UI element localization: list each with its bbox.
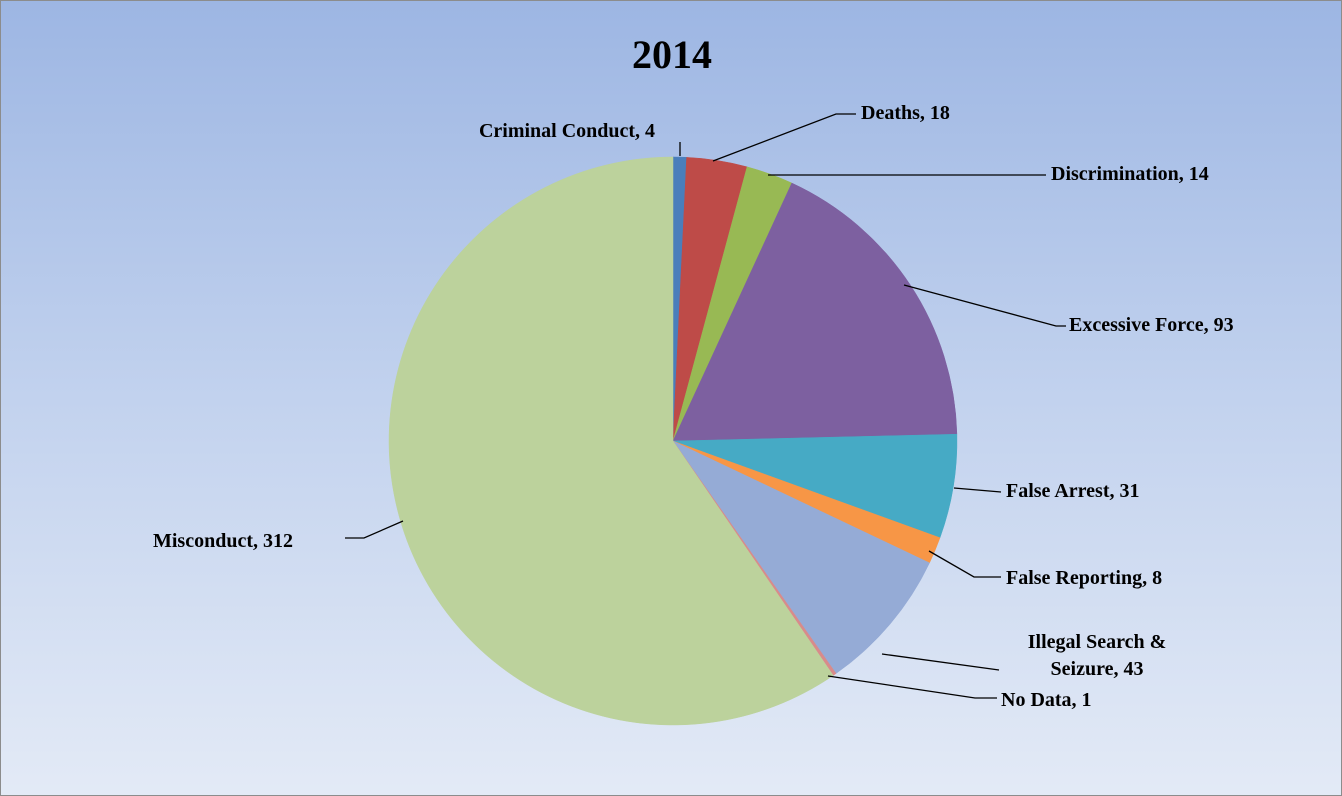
leader-line-false-arrest bbox=[953, 487, 1002, 493]
leader-line-excessive-force bbox=[903, 284, 1066, 327]
leader-line-no-data bbox=[827, 675, 997, 699]
data-label-criminal-conduct: Criminal Conduct, 4 bbox=[479, 120, 655, 142]
data-label-line: Criminal Conduct, 4 bbox=[479, 120, 655, 142]
data-label-line: False Arrest, 31 bbox=[1006, 480, 1140, 502]
leader-line-false-reporting bbox=[928, 550, 1001, 578]
data-label-line: False Reporting, 8 bbox=[1006, 567, 1162, 589]
pie-slice-illegal-search-and-seizure bbox=[672, 440, 930, 674]
data-label-line: No Data, 1 bbox=[1001, 689, 1092, 711]
data-label-discrimination: Discrimination, 14 bbox=[1051, 163, 1209, 185]
pie-slice-misconduct bbox=[388, 156, 834, 726]
data-label-false-arrest: False Arrest, 31 bbox=[1006, 480, 1140, 502]
data-label-no-data: No Data, 1 bbox=[1001, 689, 1092, 711]
data-label-line: Seizure, 43 bbox=[1051, 658, 1144, 680]
data-label-false-reporting: False Reporting, 8 bbox=[1006, 567, 1162, 589]
data-label-excessive-force: Excessive Force, 93 bbox=[1069, 314, 1234, 336]
data-label-deaths: Deaths, 18 bbox=[861, 102, 950, 124]
data-labels: Criminal Conduct, 4 Deaths, 18 Discriminat… bbox=[153, 102, 1234, 711]
data-label-line: Discrimination, 14 bbox=[1051, 163, 1209, 185]
pie-slice-excessive-force bbox=[672, 182, 958, 442]
data-label-misconduct: Misconduct, 312 bbox=[153, 530, 293, 552]
leader-lines bbox=[345, 113, 1066, 699]
pie-slices bbox=[388, 156, 958, 726]
data-label-line: Deaths, 18 bbox=[861, 102, 950, 124]
data-label-line: Misconduct, 312 bbox=[153, 530, 293, 552]
chart-title: 2014 bbox=[632, 32, 712, 77]
leader-line-deaths bbox=[712, 113, 856, 162]
data-label-line: Illegal Search & bbox=[1028, 631, 1167, 653]
leader-line-illegal-search-and-seizure bbox=[881, 653, 1000, 671]
data-label-line: Excessive Force, 93 bbox=[1069, 314, 1234, 336]
leader-line-misconduct bbox=[345, 520, 404, 539]
data-label-illegal-search-and-seizure: Illegal Search & Seizure, 43 bbox=[1028, 631, 1167, 680]
